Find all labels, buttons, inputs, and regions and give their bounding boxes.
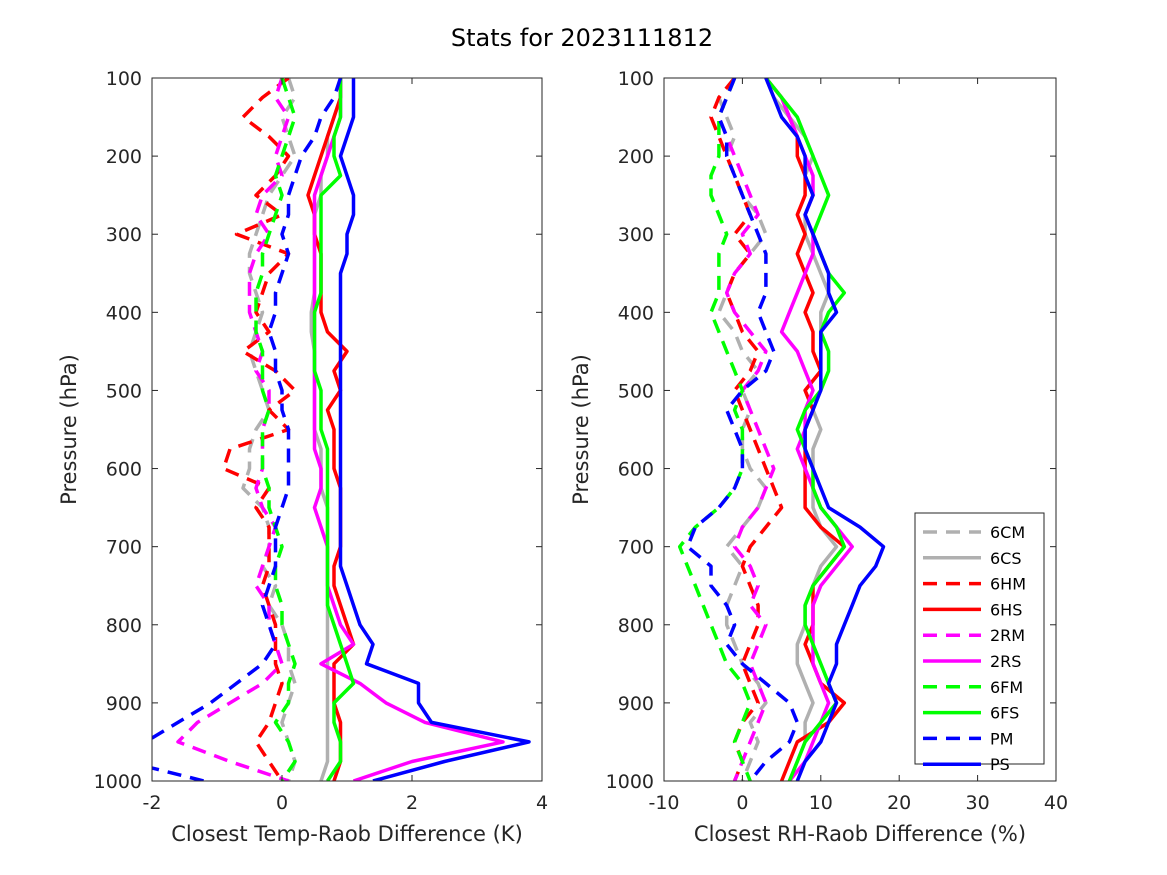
series-line-6hm	[709, 78, 784, 781]
series-line-6fs	[764, 78, 847, 781]
series-line-6fm	[254, 78, 297, 781]
y-tick-label: 1000	[606, 771, 654, 793]
y-tick-label: 100	[106, 68, 142, 90]
x-tick-label: 30	[966, 792, 990, 814]
x-tick-label: 0	[276, 792, 288, 814]
y-axis-label: Pressure (hPa)	[569, 354, 593, 505]
legend-label-6cs: 6CS	[990, 549, 1022, 568]
x-tick-label: 40	[1044, 792, 1068, 814]
panel-temperature: -2 0 2 4 100 200 300 400 500 600 700 800 900 1000 Clos…	[57, 68, 548, 846]
panel-rh: -10 0 10 20 30 40 100 200 300 400 500 600 700 800 900 1…	[569, 68, 1068, 846]
chart-title: Stats for 2023111812	[451, 24, 713, 52]
series-line-6fs	[312, 78, 356, 781]
y-tick-label: 100	[618, 68, 654, 90]
series-line-2rs	[312, 78, 505, 781]
series-line-2rm	[717, 78, 776, 781]
y-tick-label: 600	[106, 459, 142, 481]
x-tick-label: -2	[143, 792, 162, 814]
series-line-6hs	[306, 78, 356, 781]
y-tick-label: 1000	[94, 771, 142, 793]
legend-label-6hs: 6HS	[990, 600, 1022, 619]
series-line-pm	[685, 78, 800, 781]
y-tick-label: 600	[618, 459, 654, 481]
legend-label-2rm: 2RM	[990, 626, 1025, 645]
legend-label-6fs: 6FS	[990, 704, 1019, 723]
legend-label-ps: PS	[990, 755, 1010, 774]
y-tick-label: 800	[106, 615, 142, 637]
x-tick-label: -10	[648, 792, 679, 814]
series-line-6fm	[677, 78, 752, 781]
series-line-ps	[338, 78, 531, 781]
x-tick-label: 4	[536, 792, 548, 814]
y-tick-label: 300	[618, 224, 654, 246]
series-line-pm	[152, 78, 343, 781]
y-tick-label: 300	[106, 224, 142, 246]
series-line-ps	[764, 78, 886, 781]
series-line-6cm	[241, 78, 297, 781]
x-tick-label: 2	[406, 792, 418, 814]
y-tick-label: 900	[106, 693, 142, 715]
y-tick-label: 800	[618, 615, 654, 637]
y-axis-label: Pressure (hPa)	[57, 354, 81, 505]
series-line-6hm	[221, 78, 297, 781]
legend-box	[914, 512, 1045, 765]
legend: 6CM 6CS 6HM 6HS 2RM 2RS 6FM 6FS PM PS	[914, 512, 1045, 774]
y-tick-label: 900	[618, 693, 654, 715]
y-tick-label: 700	[106, 537, 142, 559]
series-lines	[677, 78, 886, 781]
y-tick-label: 200	[618, 146, 654, 168]
axes-box	[151, 77, 543, 782]
legend-label-6fm: 6FM	[990, 678, 1023, 697]
legend-label-2rs: 2RS	[990, 652, 1021, 671]
y-tick-label: 400	[106, 302, 142, 324]
y-tick-label: 200	[106, 146, 142, 168]
legend-label-pm: PM	[990, 729, 1013, 748]
legend-label-6hm: 6HM	[990, 575, 1026, 594]
y-tick-label: 500	[618, 380, 654, 402]
x-axis-label: Closest Temp-Raob Difference (K)	[171, 822, 523, 846]
x-tick-label: 20	[887, 792, 911, 814]
x-axis-label: Closest RH-Raob Difference (%)	[694, 822, 1026, 846]
series-lines	[152, 78, 531, 781]
y-tick-label: 400	[618, 302, 654, 324]
y-tick-label: 500	[106, 380, 142, 402]
x-tick-label: 0	[736, 792, 748, 814]
axes-box	[663, 77, 1057, 782]
y-tick-label: 700	[618, 537, 654, 559]
legend-label-6cm: 6CM	[990, 523, 1025, 542]
series-line-2rm	[176, 78, 291, 781]
x-tick-label: 10	[809, 792, 833, 814]
